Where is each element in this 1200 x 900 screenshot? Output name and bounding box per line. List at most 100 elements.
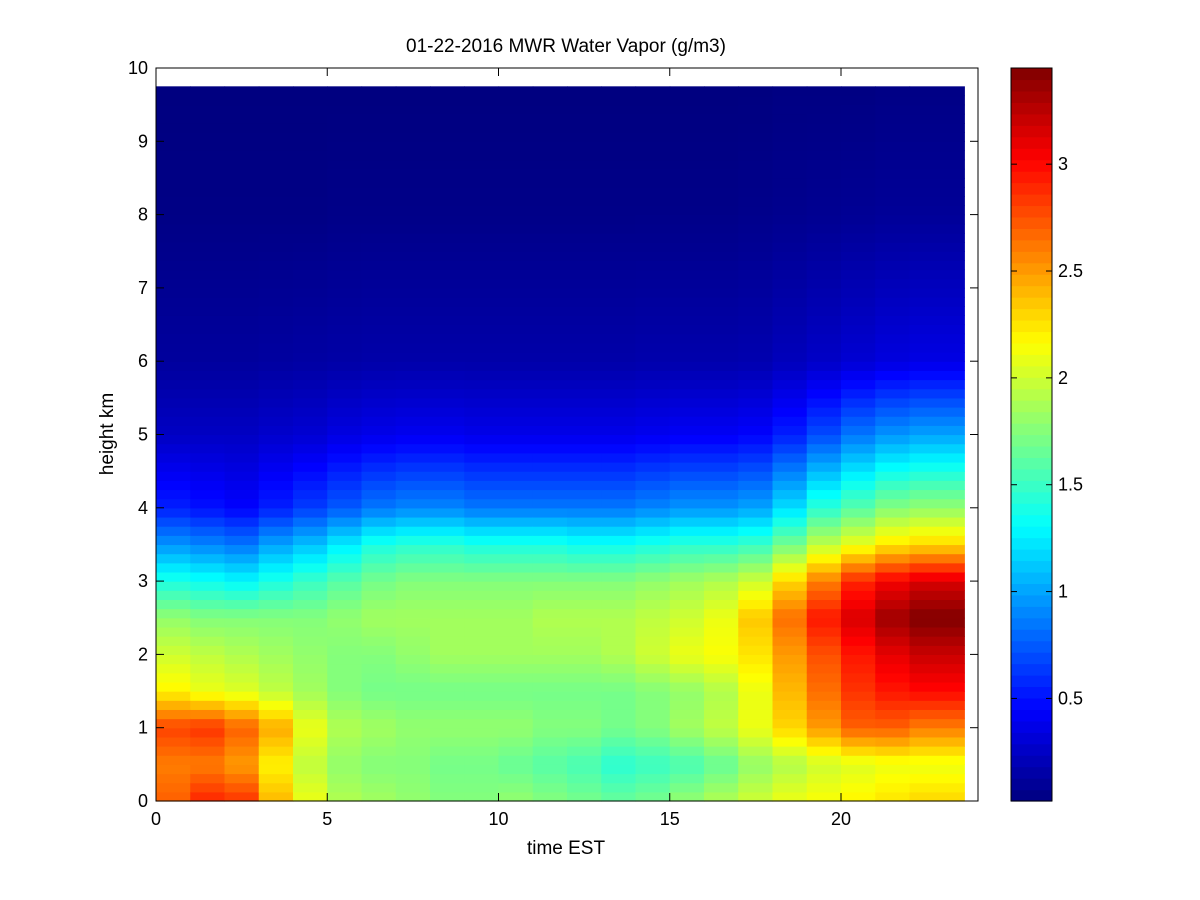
heatmap-cell xyxy=(704,434,739,445)
heatmap-cell xyxy=(464,617,500,628)
heatmap-cell xyxy=(190,489,226,500)
heatmap-cell xyxy=(395,544,431,555)
heatmap-cell xyxy=(601,773,637,784)
heatmap-cell xyxy=(669,544,705,555)
heatmap-cell xyxy=(532,342,568,353)
heatmap-cell xyxy=(464,535,500,546)
heatmap-cell xyxy=(532,324,568,335)
heatmap-cell xyxy=(772,416,808,426)
heatmap-cell xyxy=(498,223,534,234)
heatmap-cell xyxy=(361,471,397,481)
colorbar-strip xyxy=(1011,136,1052,149)
colorbar-strip xyxy=(1011,571,1052,584)
heatmap-cell xyxy=(190,434,226,445)
heatmap-cell xyxy=(498,177,534,188)
heatmap-cell xyxy=(190,113,226,124)
heatmap-cell xyxy=(327,141,363,152)
heatmap-cell xyxy=(224,407,260,417)
heatmap-cell xyxy=(156,526,191,536)
heatmap-cell xyxy=(772,278,808,289)
heatmap-cell xyxy=(361,177,397,188)
heatmap-cell xyxy=(156,159,191,170)
heatmap-cell xyxy=(361,434,397,445)
heatmap-cell xyxy=(567,654,602,665)
heatmap-cell xyxy=(361,535,397,546)
heatmap-cell xyxy=(772,297,808,307)
heatmap-cell xyxy=(601,269,637,280)
heatmap-cell xyxy=(669,654,705,665)
heatmap-cell xyxy=(258,269,294,280)
heatmap-cell xyxy=(293,132,328,142)
heatmap-cell xyxy=(806,764,842,775)
heatmap-cell xyxy=(601,95,637,106)
heatmap-cell xyxy=(669,681,705,692)
heatmap-cell xyxy=(430,654,465,665)
heatmap-cell xyxy=(601,306,637,316)
heatmap-cell xyxy=(806,95,842,106)
heatmap-cell xyxy=(704,104,739,115)
heatmap-cell xyxy=(806,727,842,738)
heatmap-cell xyxy=(635,388,671,399)
heatmap-cell xyxy=(395,526,431,536)
colorbar-strip xyxy=(1011,400,1052,413)
heatmap-cell xyxy=(875,507,911,518)
heatmap-cell xyxy=(395,700,431,710)
heatmap-cell xyxy=(190,306,226,316)
heatmap-cell xyxy=(430,104,465,115)
heatmap-cell xyxy=(635,214,671,225)
heatmap-cell xyxy=(258,370,294,381)
heatmap-cell xyxy=(738,278,774,289)
heatmap-cell xyxy=(532,306,568,316)
heatmap-cell xyxy=(806,150,842,161)
heatmap-cell xyxy=(635,370,671,381)
heatmap-cell xyxy=(464,645,500,655)
heatmap-cell xyxy=(293,746,328,756)
heatmap-cell xyxy=(224,727,260,738)
colorbar: 0.511.522.53 xyxy=(1010,67,1083,802)
heatmap-cell xyxy=(772,214,808,225)
heatmap-cell xyxy=(430,571,465,582)
heatmap-cell xyxy=(430,388,465,399)
heatmap-cell xyxy=(806,626,842,637)
heatmap-cell xyxy=(293,352,328,362)
heatmap-cell xyxy=(258,700,294,710)
heatmap-cell xyxy=(327,397,363,408)
heatmap-cell xyxy=(772,581,808,591)
heatmap-cell xyxy=(190,379,226,390)
heatmap-cell xyxy=(704,287,739,298)
heatmap-cell xyxy=(669,645,705,655)
heatmap-cell xyxy=(806,242,842,252)
heatmap-cell xyxy=(841,297,876,307)
heatmap-cell xyxy=(395,150,431,161)
heatmap-cell xyxy=(909,232,965,243)
heatmap-cell xyxy=(567,691,602,701)
heatmap-cell xyxy=(704,755,739,765)
heatmap-cell xyxy=(635,132,671,142)
heatmap-cell xyxy=(875,306,911,316)
heatmap-cell xyxy=(395,425,431,436)
heatmap-cell xyxy=(635,242,671,252)
heatmap-cell xyxy=(361,122,397,133)
heatmap-cell xyxy=(635,626,671,637)
heatmap-cell xyxy=(258,379,294,390)
heatmap-cell xyxy=(532,379,568,390)
heatmap-cell xyxy=(224,95,260,106)
heatmap-cell xyxy=(601,581,637,591)
colorbar-strip xyxy=(1011,617,1052,630)
heatmap-cell xyxy=(841,388,876,399)
heatmap-cell xyxy=(395,691,431,701)
heatmap-cell xyxy=(738,782,774,793)
heatmap-cell xyxy=(772,269,808,280)
heatmap-cell xyxy=(635,608,671,619)
colorbar-strip xyxy=(1011,663,1052,676)
heatmap-cell xyxy=(224,764,260,775)
heatmap-cell xyxy=(704,342,739,353)
heatmap-cell xyxy=(395,251,431,262)
colorbar-frame xyxy=(1010,67,1053,802)
heatmap-cell xyxy=(156,498,191,509)
heatmap-cell xyxy=(738,663,774,674)
colorbar-strip xyxy=(1011,640,1052,653)
heatmap-cell xyxy=(635,746,671,756)
heatmap-cell xyxy=(704,645,739,655)
heatmap-cell xyxy=(806,370,842,381)
